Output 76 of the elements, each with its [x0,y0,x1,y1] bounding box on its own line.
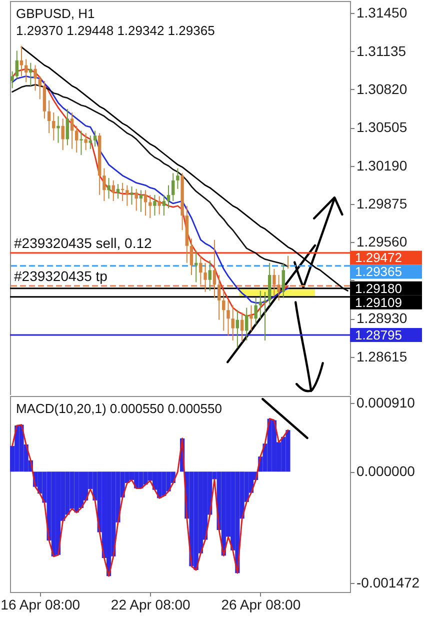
ref-line-label: 1.28795 [355,327,402,342]
y-tick-label: 1.30505 [356,119,408,136]
y-tick-label: 1.31135 [356,42,406,59]
candlestick [258,290,262,320]
x-tick-label: 26 Apr 08:00 [221,596,301,612]
candlestick [231,304,234,341]
candlestick [52,112,56,141]
candlestick [282,262,285,299]
candlestick [56,116,60,144]
y-tick-label: 1.29875 [356,196,408,212]
candlestick [10,70,14,89]
candlestick [204,262,207,292]
ref-line-label: 1.29472 [355,250,402,266]
candlestick [70,112,74,150]
y-tick-label: 0.000910 [356,394,416,410]
y-tick-label: 0.000000 [356,463,416,480]
candlestick [80,130,83,156]
bar [106,472,112,576]
ref-line-label: 1.29109 [355,294,402,310]
candlestick [240,312,244,342]
candlestick [217,274,221,320]
candlestick [212,239,216,299]
candlestick [107,177,110,200]
candlestick [277,274,280,301]
chart-title: GBPUSD, H1 [16,6,95,21]
candlestick [176,168,180,190]
candlestick [162,194,166,216]
candlestick [208,260,212,292]
y-tick-label: 1.28615 [356,348,408,364]
candlestick [38,76,42,100]
candlestick [20,45,24,77]
candlestick [199,255,202,286]
candlestick [190,238,194,276]
y-tick-label: 1.30190 [356,157,408,174]
y-tick-label: -0.001472 [356,574,420,591]
candlestick [172,172,175,202]
candlestick [226,300,230,336]
candlestick [166,184,170,209]
candlestick [29,62,32,86]
candlestick [153,194,156,216]
candlestick [245,307,248,341]
line-series [12,418,289,577]
candlestick [102,168,106,202]
candlestick [148,194,152,219]
candlestick [194,250,198,283]
ref-line-label: 1.29180 [355,280,402,296]
annotation: #239320435 tp [14,268,108,284]
y-tick-label: 1.29560 [356,234,408,250]
candlestick [47,100,51,134]
candlestick [66,108,70,146]
bar [56,472,61,555]
candlestick [236,310,240,348]
y-tick-label: 1.31450 [356,4,408,21]
candlestick [75,125,78,154]
annotation: #239320435 sell, 0.12 [14,234,152,251]
x-tick-label: 22 Apr 08:00 [110,596,191,612]
candlestick [272,268,276,296]
candlestick [61,118,64,151]
y-tick-label: 1.30820 [356,81,408,97]
x-tick-label: 16 Apr 08:00 [0,596,80,612]
candlestick [158,196,161,215]
candlestick [222,290,226,332]
candlestick [126,184,129,206]
candlestick [93,130,97,147]
y-tick-label: 1.28930 [356,310,408,326]
candlestick [84,132,88,151]
candlestick [250,304,253,332]
text: 1.29370 1.29448 1.29342 1.29365 [16,23,215,38]
candlestick [88,135,92,150]
candlestick [134,188,138,212]
candlestick [34,64,37,92]
ref-line-label: 1.29365 [355,264,402,280]
candlestick [15,50,18,80]
candlestick [130,186,134,206]
chart-title: MACD(10,20,1) 0.000550 0.000550 [16,401,222,416]
candlestick [254,298,258,326]
